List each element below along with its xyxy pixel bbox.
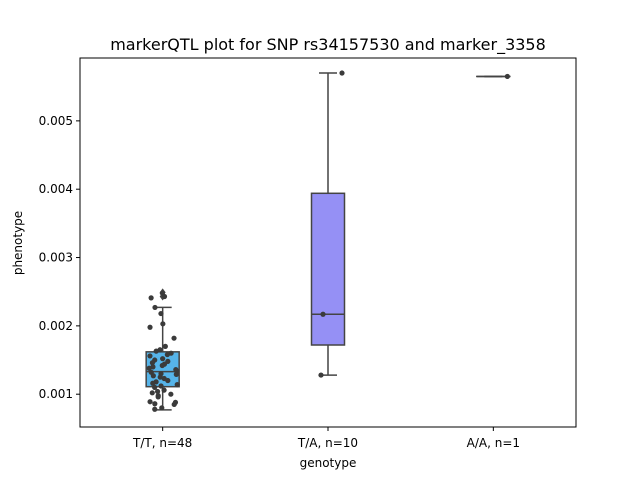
data-point (158, 310, 164, 317)
data-point (150, 373, 156, 379)
data-point (152, 384, 158, 390)
y-tick-label: 0.003 (39, 251, 73, 265)
data-point (152, 406, 158, 412)
data-point (164, 351, 170, 358)
x-axis-label: genotype (300, 456, 357, 470)
chart-marks (145, 70, 511, 412)
data-point (146, 365, 152, 371)
data-point (148, 295, 154, 301)
data-point (173, 371, 179, 377)
data-point (168, 391, 174, 397)
data-point (339, 70, 345, 76)
data-point (158, 383, 164, 389)
data-point (154, 388, 161, 395)
data-point (157, 374, 163, 380)
data-point (150, 380, 156, 386)
data-point (153, 348, 159, 354)
y-tick-label: 0.001 (39, 387, 73, 401)
data-point (161, 293, 168, 300)
y-tick-label: 0.004 (39, 182, 73, 196)
data-point (149, 360, 156, 366)
data-point (162, 343, 168, 349)
data-point (174, 382, 180, 388)
box (310, 192, 346, 346)
data-point (149, 390, 155, 396)
data-point (160, 321, 166, 327)
data-point (160, 356, 166, 362)
data-point (320, 311, 326, 317)
data-point (152, 304, 158, 311)
box-group (310, 72, 346, 376)
data-point (155, 394, 161, 400)
data-point (171, 401, 177, 408)
data-point (147, 353, 153, 359)
data-point (161, 387, 167, 393)
y-axis-label: phenotype (11, 211, 25, 275)
x-tick-label: T/A, n=10 (297, 436, 358, 450)
x-tick-label: A/A, n=1 (467, 436, 520, 450)
axes: 0.001 0.002 0.003 0.004 0.005 T/T, n=48 T/A, n… (39, 114, 520, 450)
data-point (504, 73, 510, 80)
data-point (152, 401, 158, 407)
chart-title: markerQTL plot for SNP rs34157530 and ma… (110, 35, 546, 55)
data-point (171, 335, 177, 341)
data-point (159, 405, 165, 411)
y-tick-label: 0.002 (39, 319, 73, 333)
y-tick-label: 0.005 (39, 114, 73, 128)
data-point (165, 377, 171, 384)
data-point (147, 324, 153, 330)
data-point (318, 372, 324, 378)
x-tick-label: T/T, n=48 (132, 436, 192, 450)
data-point (159, 362, 165, 369)
data-point (147, 399, 153, 405)
